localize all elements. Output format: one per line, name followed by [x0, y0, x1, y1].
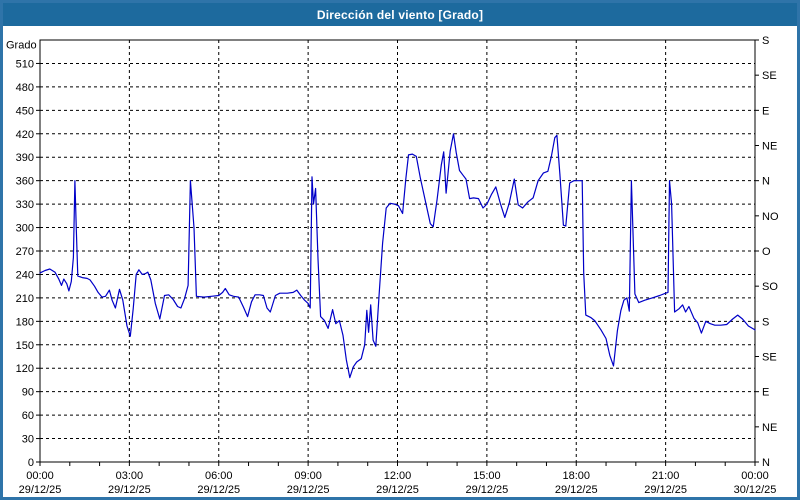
y-axis-label: 90 [22, 387, 34, 399]
compass-label: S [762, 35, 769, 47]
compass-label: N [762, 457, 770, 469]
x-axis-time-label: 09:00 [294, 470, 322, 482]
y-axis-label: 480 [16, 82, 34, 94]
x-axis-date-label: 29/12/25 [287, 484, 330, 496]
window-title: Dirección del viento [Grado] [316, 7, 484, 22]
wind-direction-line [39, 133, 756, 379]
chart-area: 0 30 60 90 120 150 180 210 240 270 300 330 360 390 420… [3, 26, 797, 497]
y-axis-label: 270 [16, 246, 34, 258]
x-axis-time-label: 18:00 [562, 470, 590, 482]
y-axis-label: 510 [16, 58, 34, 70]
y-axis-title: Grado [6, 40, 37, 52]
y-axis-label: 420 [16, 129, 34, 141]
x-axis-date-label: 29/12/25 [108, 484, 151, 496]
compass-label: NO [762, 211, 779, 223]
compass-label: NE [762, 141, 777, 153]
y-axis-label: 360 [16, 176, 34, 188]
y-axis-label: 390 [16, 152, 34, 164]
y-axis-label: 330 [16, 199, 34, 211]
title-bar: Dirección del viento [Grado] [3, 3, 797, 26]
compass-label: NE [762, 422, 777, 434]
compass-label: SE [762, 70, 777, 82]
y-axis-label: 0 [28, 457, 34, 469]
y-axis-label: 120 [16, 363, 34, 375]
y-axis-label: 210 [16, 293, 34, 305]
compass-label: O [762, 246, 771, 258]
x-axis-time-label: 00:00 [26, 470, 54, 482]
compass-label: N [762, 176, 770, 188]
x-axis-date-label: 29/12/25 [465, 484, 508, 496]
x-axis-date-label: 29/12/25 [376, 484, 419, 496]
y-axis-label: 180 [16, 316, 34, 328]
compass-label: S [762, 316, 769, 328]
x-axis-date-label: 29/12/25 [19, 484, 62, 496]
x-axis-time-label: 15:00 [473, 470, 501, 482]
x-axis-date-label: 30/12/25 [734, 484, 777, 496]
x-axis-date-label: 29/12/25 [197, 484, 240, 496]
x-axis-time-label: 00:00 [741, 470, 769, 482]
y-axis-label: 450 [16, 105, 34, 117]
x-axis-date-label: 29/12/25 [644, 484, 687, 496]
y-axis-label: 60 [22, 410, 34, 422]
y-axis-label: 240 [16, 269, 34, 281]
chart-svg: 0 30 60 90 120 150 180 210 240 270 300 330 360 390 420… [6, 35, 779, 496]
x-axis-time-label: 12:00 [384, 470, 412, 482]
compass-label: E [762, 387, 769, 399]
x-axis-date-label: 29/12/25 [555, 484, 598, 496]
compass-label: SO [762, 281, 778, 293]
x-axis-time-label: 06:00 [205, 470, 233, 482]
compass-label: SE [762, 352, 777, 364]
y-axis-label: 150 [16, 340, 34, 352]
x-axis-time-label: 03:00 [116, 470, 144, 482]
compass-label: E [762, 105, 769, 117]
y-axis-label: 300 [16, 223, 34, 235]
x-axis-time-label: 21:00 [652, 470, 680, 482]
y-axis-label: 30 [22, 434, 34, 446]
